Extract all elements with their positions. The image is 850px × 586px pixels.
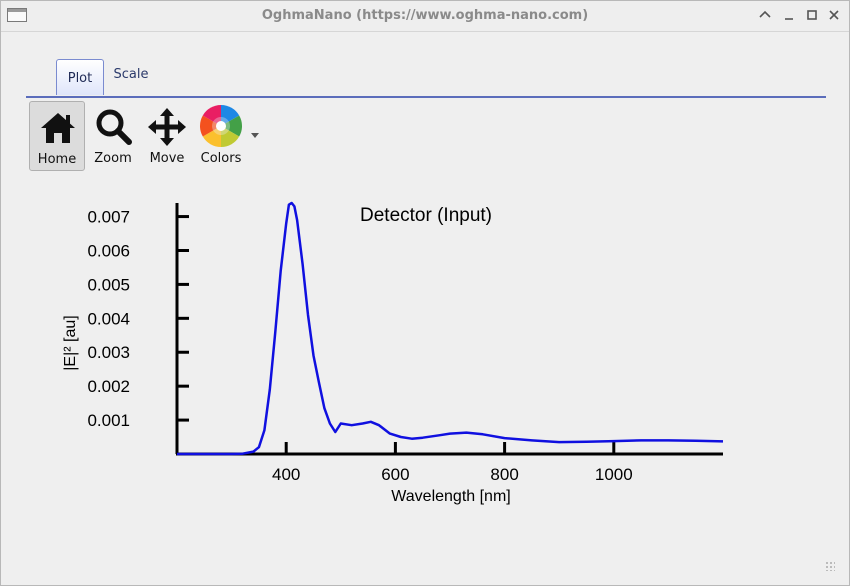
home-label: Home (37, 152, 77, 167)
resize-grip[interactable] (825, 561, 835, 571)
x-axis-label: Wavelength [nm] (391, 488, 510, 505)
maximize-icon[interactable] (804, 7, 820, 23)
zoom-label: Zoom (94, 151, 132, 166)
move-icon (148, 108, 186, 146)
colors-button[interactable]: Colors (193, 101, 249, 171)
title-bar[interactable]: OghmaNano (https://www.oghma-nano.com) (1, 1, 849, 32)
tab-scale[interactable]: Scale (113, 67, 149, 82)
detector-chart[interactable]: 0.001 0.002 0.003 0.004 0.005 0.006 0.007 400 60… (41, 191, 741, 511)
x-tick-label: 1000 (595, 465, 633, 484)
home-icon (41, 113, 75, 143)
y-tick-label: 0.004 (87, 309, 130, 328)
window-title: OghmaNano (https://www.oghma-nano.com) (261, 8, 589, 23)
y-tick-label: 0.001 (87, 411, 130, 430)
color-wheel-icon (199, 105, 243, 147)
colors-dropdown-icon[interactable] (251, 133, 259, 138)
close-icon[interactable] (826, 7, 842, 23)
move-button[interactable]: Move (139, 101, 195, 171)
zoom-button[interactable]: Zoom (85, 101, 141, 171)
y-tick-label: 0.003 (87, 343, 130, 362)
x-tick-label: 800 (490, 465, 518, 484)
x-tick-label: 400 (272, 465, 300, 484)
chart-title: Detector (Input) (360, 205, 492, 226)
y-axis-label: |E|² [au] (62, 315, 79, 370)
minimize-icon[interactable] (781, 7, 797, 23)
collapse-icon[interactable] (757, 7, 773, 23)
colors-label: Colors (200, 151, 242, 166)
window-icon (7, 8, 27, 22)
series-line (177, 201, 724, 456)
y-tick-label: 0.002 (87, 377, 130, 396)
tab-bar: Plot Scale (26, 59, 826, 98)
tab-plot[interactable]: Plot (56, 59, 104, 95)
y-tick-label: 0.007 (87, 208, 130, 227)
x-tick-label: 600 (381, 465, 409, 484)
y-tick-label: 0.005 (87, 275, 130, 294)
move-label: Move (149, 151, 185, 166)
y-tick-label: 0.006 (87, 241, 130, 260)
home-button[interactable]: Home (29, 101, 85, 171)
zoom-icon (96, 109, 132, 145)
